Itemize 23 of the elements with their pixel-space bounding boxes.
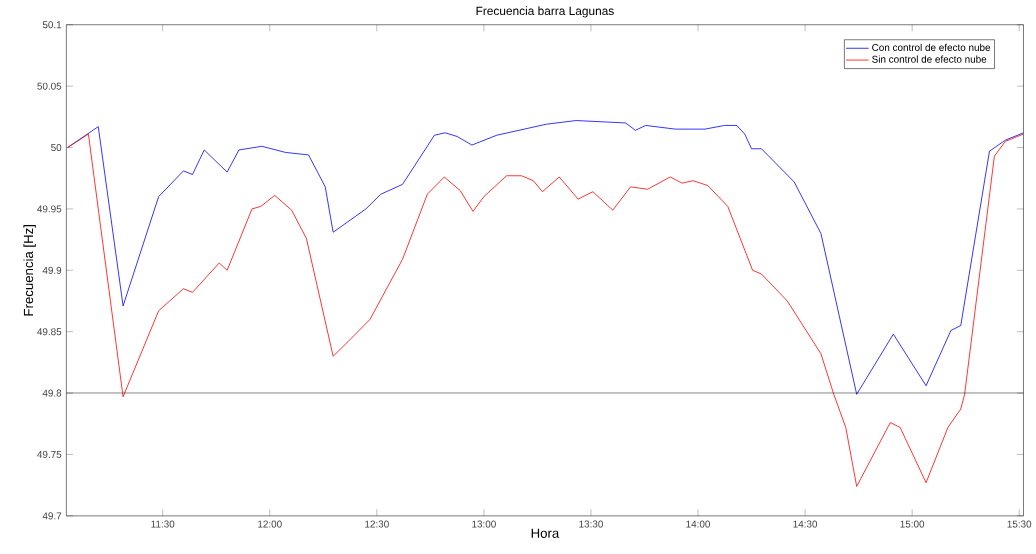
x-tick-label: 14:00 xyxy=(686,520,711,528)
y-tick-label: 49.8 xyxy=(42,389,62,397)
x-tick-label: 12:00 xyxy=(258,520,282,528)
y-tick-label: 50.05 xyxy=(37,82,62,90)
x-tick-label: 15:30 xyxy=(1007,520,1032,528)
chart-title: Frecuencia barra Lagunas xyxy=(476,6,614,18)
x-tick-label: 13:00 xyxy=(472,520,496,528)
x-tick-label: 11:30 xyxy=(151,520,175,528)
x-tick-label: 14:30 xyxy=(793,520,818,528)
legend-label: Con control de efecto nube xyxy=(872,43,991,51)
y-tick-label: 49.75 xyxy=(37,450,62,458)
x-tick-label: 12:30 xyxy=(365,520,389,528)
y-tick-label: 49.9 xyxy=(42,266,62,274)
y-axis-title: Frecuencia [Hz] xyxy=(23,224,36,316)
y-tick-label: 50 xyxy=(51,143,62,151)
x-axis-title: Hora xyxy=(531,528,560,538)
x-tick-label: 13:30 xyxy=(579,520,603,528)
y-tick-label: 49.95 xyxy=(37,205,62,213)
legend-label: Sin control de efecto nube xyxy=(872,55,987,63)
y-tick-label: 49.7 xyxy=(42,512,62,520)
y-tick-label: 50.1 xyxy=(42,21,62,29)
x-tick-label: 15:00 xyxy=(900,520,925,528)
y-tick-label: 49.85 xyxy=(37,327,62,335)
